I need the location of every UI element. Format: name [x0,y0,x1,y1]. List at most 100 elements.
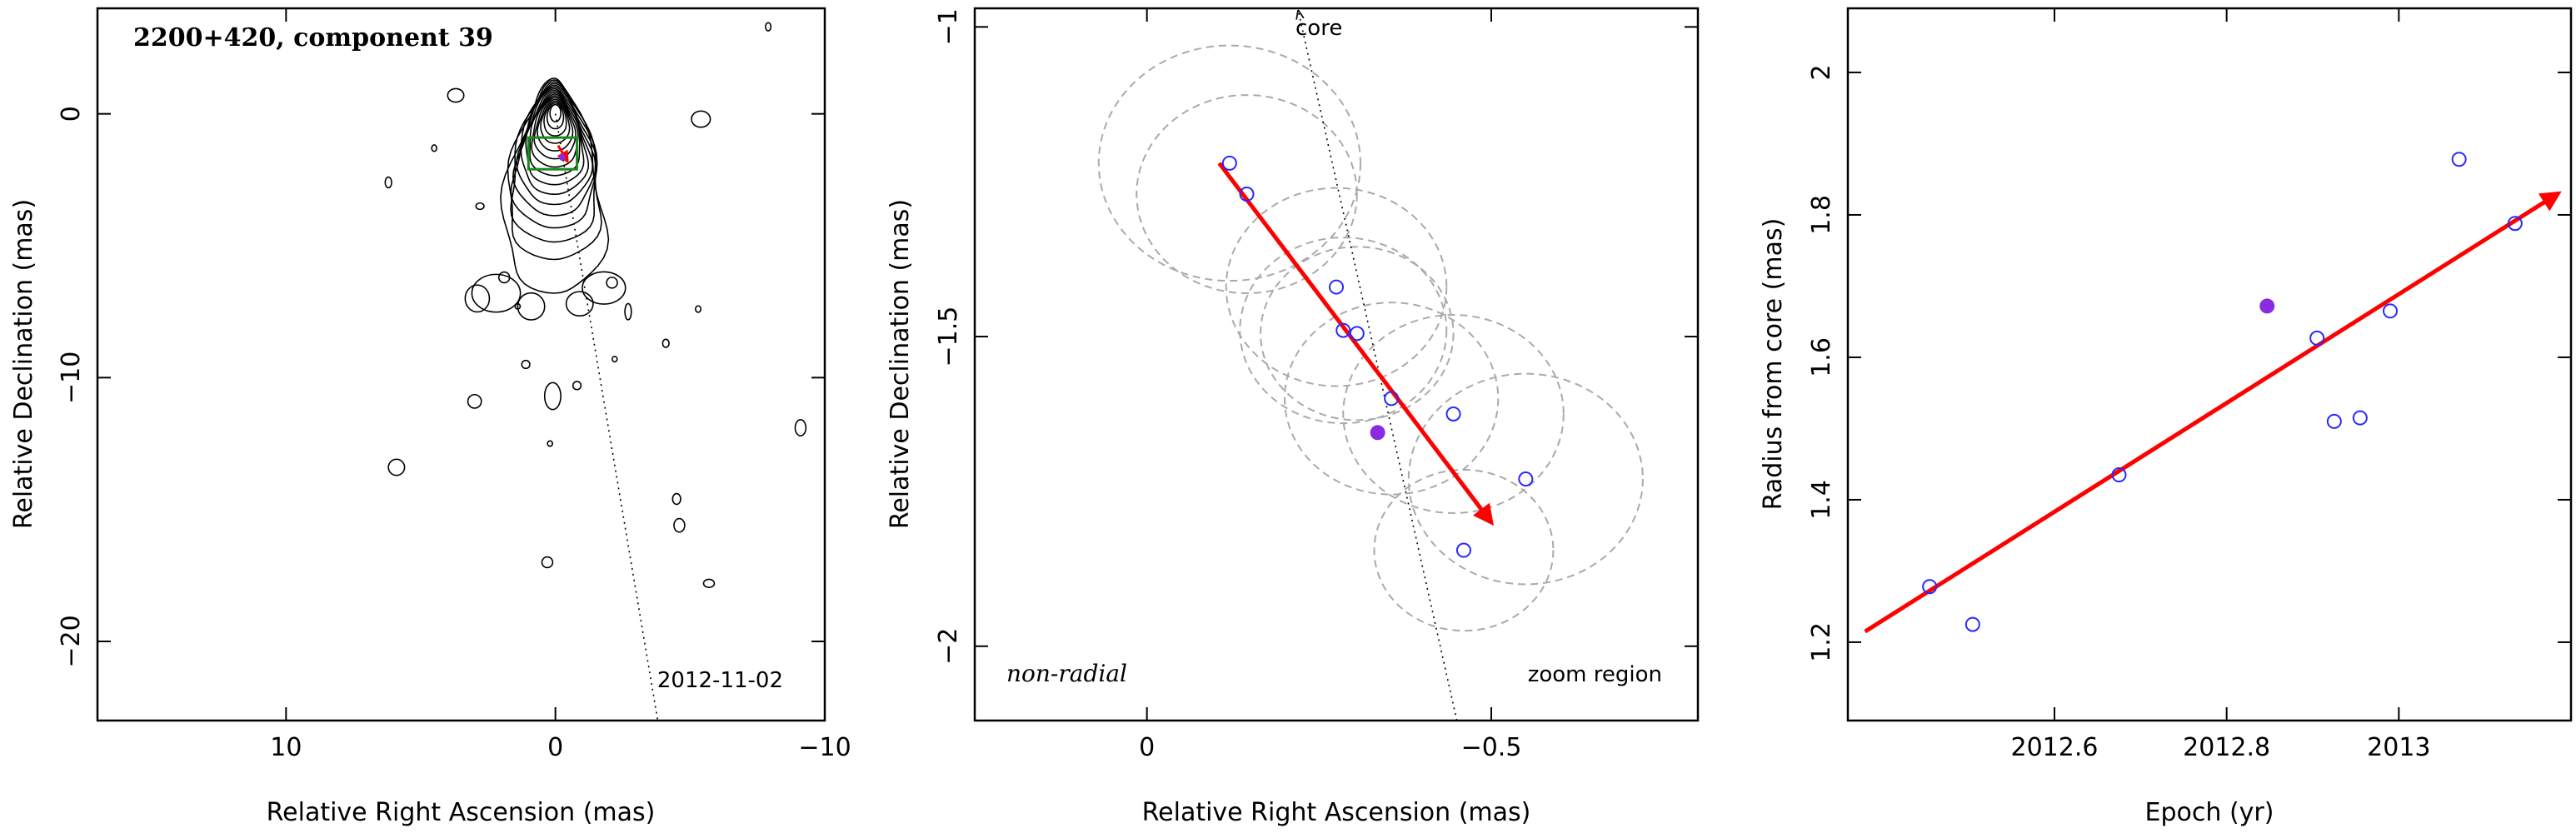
x-tick-label: 2012.8 [2183,733,2270,762]
contour-level [510,81,598,243]
contour-island [543,382,562,411]
highlight-point [2259,298,2275,314]
contour-level [529,91,581,177]
y-axis-label: Relative Declination (mas) [9,199,38,529]
contour-lobe [464,284,491,313]
y-axis-label: Radius from core (mas) [1759,218,1788,511]
non-radial-label: non-radial [1006,660,1127,687]
panel-contour-map: 10 0 −10 0 −10 −20 2200+420, component 39 201… [9,7,851,827]
data-point [1329,279,1344,295]
contour-level [531,93,579,168]
plot-frame [96,7,826,722]
y-tick-label: −1.5 [934,307,963,367]
uncertainty-circle [1342,314,1565,514]
contour-island [431,144,437,152]
contour-island [447,87,465,103]
contour-island [671,492,681,506]
zoom-region-label: zoom region [1528,662,1662,687]
uncertainty-circle [1373,468,1555,632]
contour-level [533,95,577,160]
contour-island [702,578,716,588]
uncertainty-circle [1225,187,1448,387]
contour-island [765,22,772,32]
data-point [1384,391,1400,407]
x-tick-label: −10 [798,733,851,762]
uncertainty-circle [1097,44,1361,282]
contour-island [694,305,702,313]
data-point [2507,216,2523,232]
x-axis-label: Epoch (yr) [2145,798,2274,827]
radius-content [1864,152,2562,634]
contour-island [514,302,522,310]
fit-arrow [1864,191,2562,634]
y-tick-label: 1.8 [1807,195,1836,235]
contour-island [521,359,531,370]
x-tick-label: 2012.6 [2011,733,2099,762]
y-tick-label: 0 [57,106,86,122]
data-point [2383,303,2398,319]
contour-overlay [527,113,659,721]
contour-level [540,98,571,144]
data-point [1221,155,1237,171]
contour-level [537,97,574,152]
contour-level [549,103,562,123]
data-point [1335,322,1351,338]
y-tick-label: 1.2 [1807,622,1836,662]
data-point [2451,152,2467,167]
highlight-point [1370,425,1385,441]
data-point [2326,413,2342,429]
core-direction-line [1299,12,1458,721]
data-point [1922,579,1938,595]
x-tick-label: 0 [1139,733,1155,762]
x-tick-label: 0 [547,733,563,762]
contour-island [661,338,670,348]
zoom-box [527,136,579,171]
contour-island [673,517,686,533]
panel-zoom-region: 0 −0.5 −1 −1.5 −2 core non-radial zoom regio… [886,7,1700,827]
data-point [1445,406,1461,421]
data-point [1518,471,1534,487]
axis-ticks: 0 −0.5 −1 −1.5 −2 [934,8,1698,762]
uncertainty-circle [1136,94,1358,294]
plot-frame [1846,7,2573,722]
contour-island [467,393,482,409]
data-point [1239,187,1255,202]
y-tick-label: −2 [934,628,963,665]
contour-island [611,356,618,363]
axis-ticks: 10 0 −10 0 −10 −20 [57,8,851,762]
data-point [1349,326,1365,342]
x-axis-label: Relative Right Ascension (mas) [267,798,656,827]
uncertainty-circle [1284,302,1500,496]
contour-island [624,302,632,321]
contour-island [387,458,406,476]
core-label: core [1295,16,1342,41]
motion-arrow [1217,162,1495,526]
data-point [2309,330,2325,346]
jet-contours [384,22,807,588]
data-point [2111,467,2127,483]
contour-island [475,202,485,211]
contour-island [691,110,711,128]
chart-title: 2200+420, component 39 [133,23,493,52]
uncertainty-circle [1260,246,1455,421]
x-tick-label: 2013 [2367,733,2430,762]
component-arrow [557,144,569,164]
axis-ticks: 2012.6 2012.8 2013 1.2 1.4 1.6 1.8 2 [1807,8,2571,762]
contour-island [384,176,392,189]
x-tick-label: −0.5 [1461,733,1522,762]
contour-island [541,556,554,569]
epoch-annotation: 2012-11-02 [657,668,783,693]
y-tick-label: 1.4 [1807,480,1836,520]
y-tick-label: 1.6 [1807,337,1836,377]
contour-island [497,271,511,284]
uncertainty-circle [1407,372,1644,586]
jet-direction-line [554,113,659,721]
contour-level [543,100,567,137]
data-point [1455,542,1471,558]
y-tick-label: 2 [1807,64,1836,80]
contour-lobe [565,291,594,317]
contour-island [547,440,554,447]
contour-lobe [471,273,522,313]
y-tick-label: −1 [934,8,963,45]
contour-island [572,381,582,391]
